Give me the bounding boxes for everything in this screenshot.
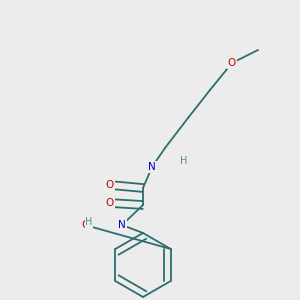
Text: O: O [228, 58, 236, 68]
Text: N: N [148, 162, 156, 172]
Text: H: H [85, 217, 93, 227]
Text: N: N [118, 220, 126, 230]
Text: O: O [106, 198, 114, 208]
Text: O: O [106, 180, 114, 190]
Text: H: H [180, 157, 188, 166]
Text: O: O [81, 220, 89, 230]
